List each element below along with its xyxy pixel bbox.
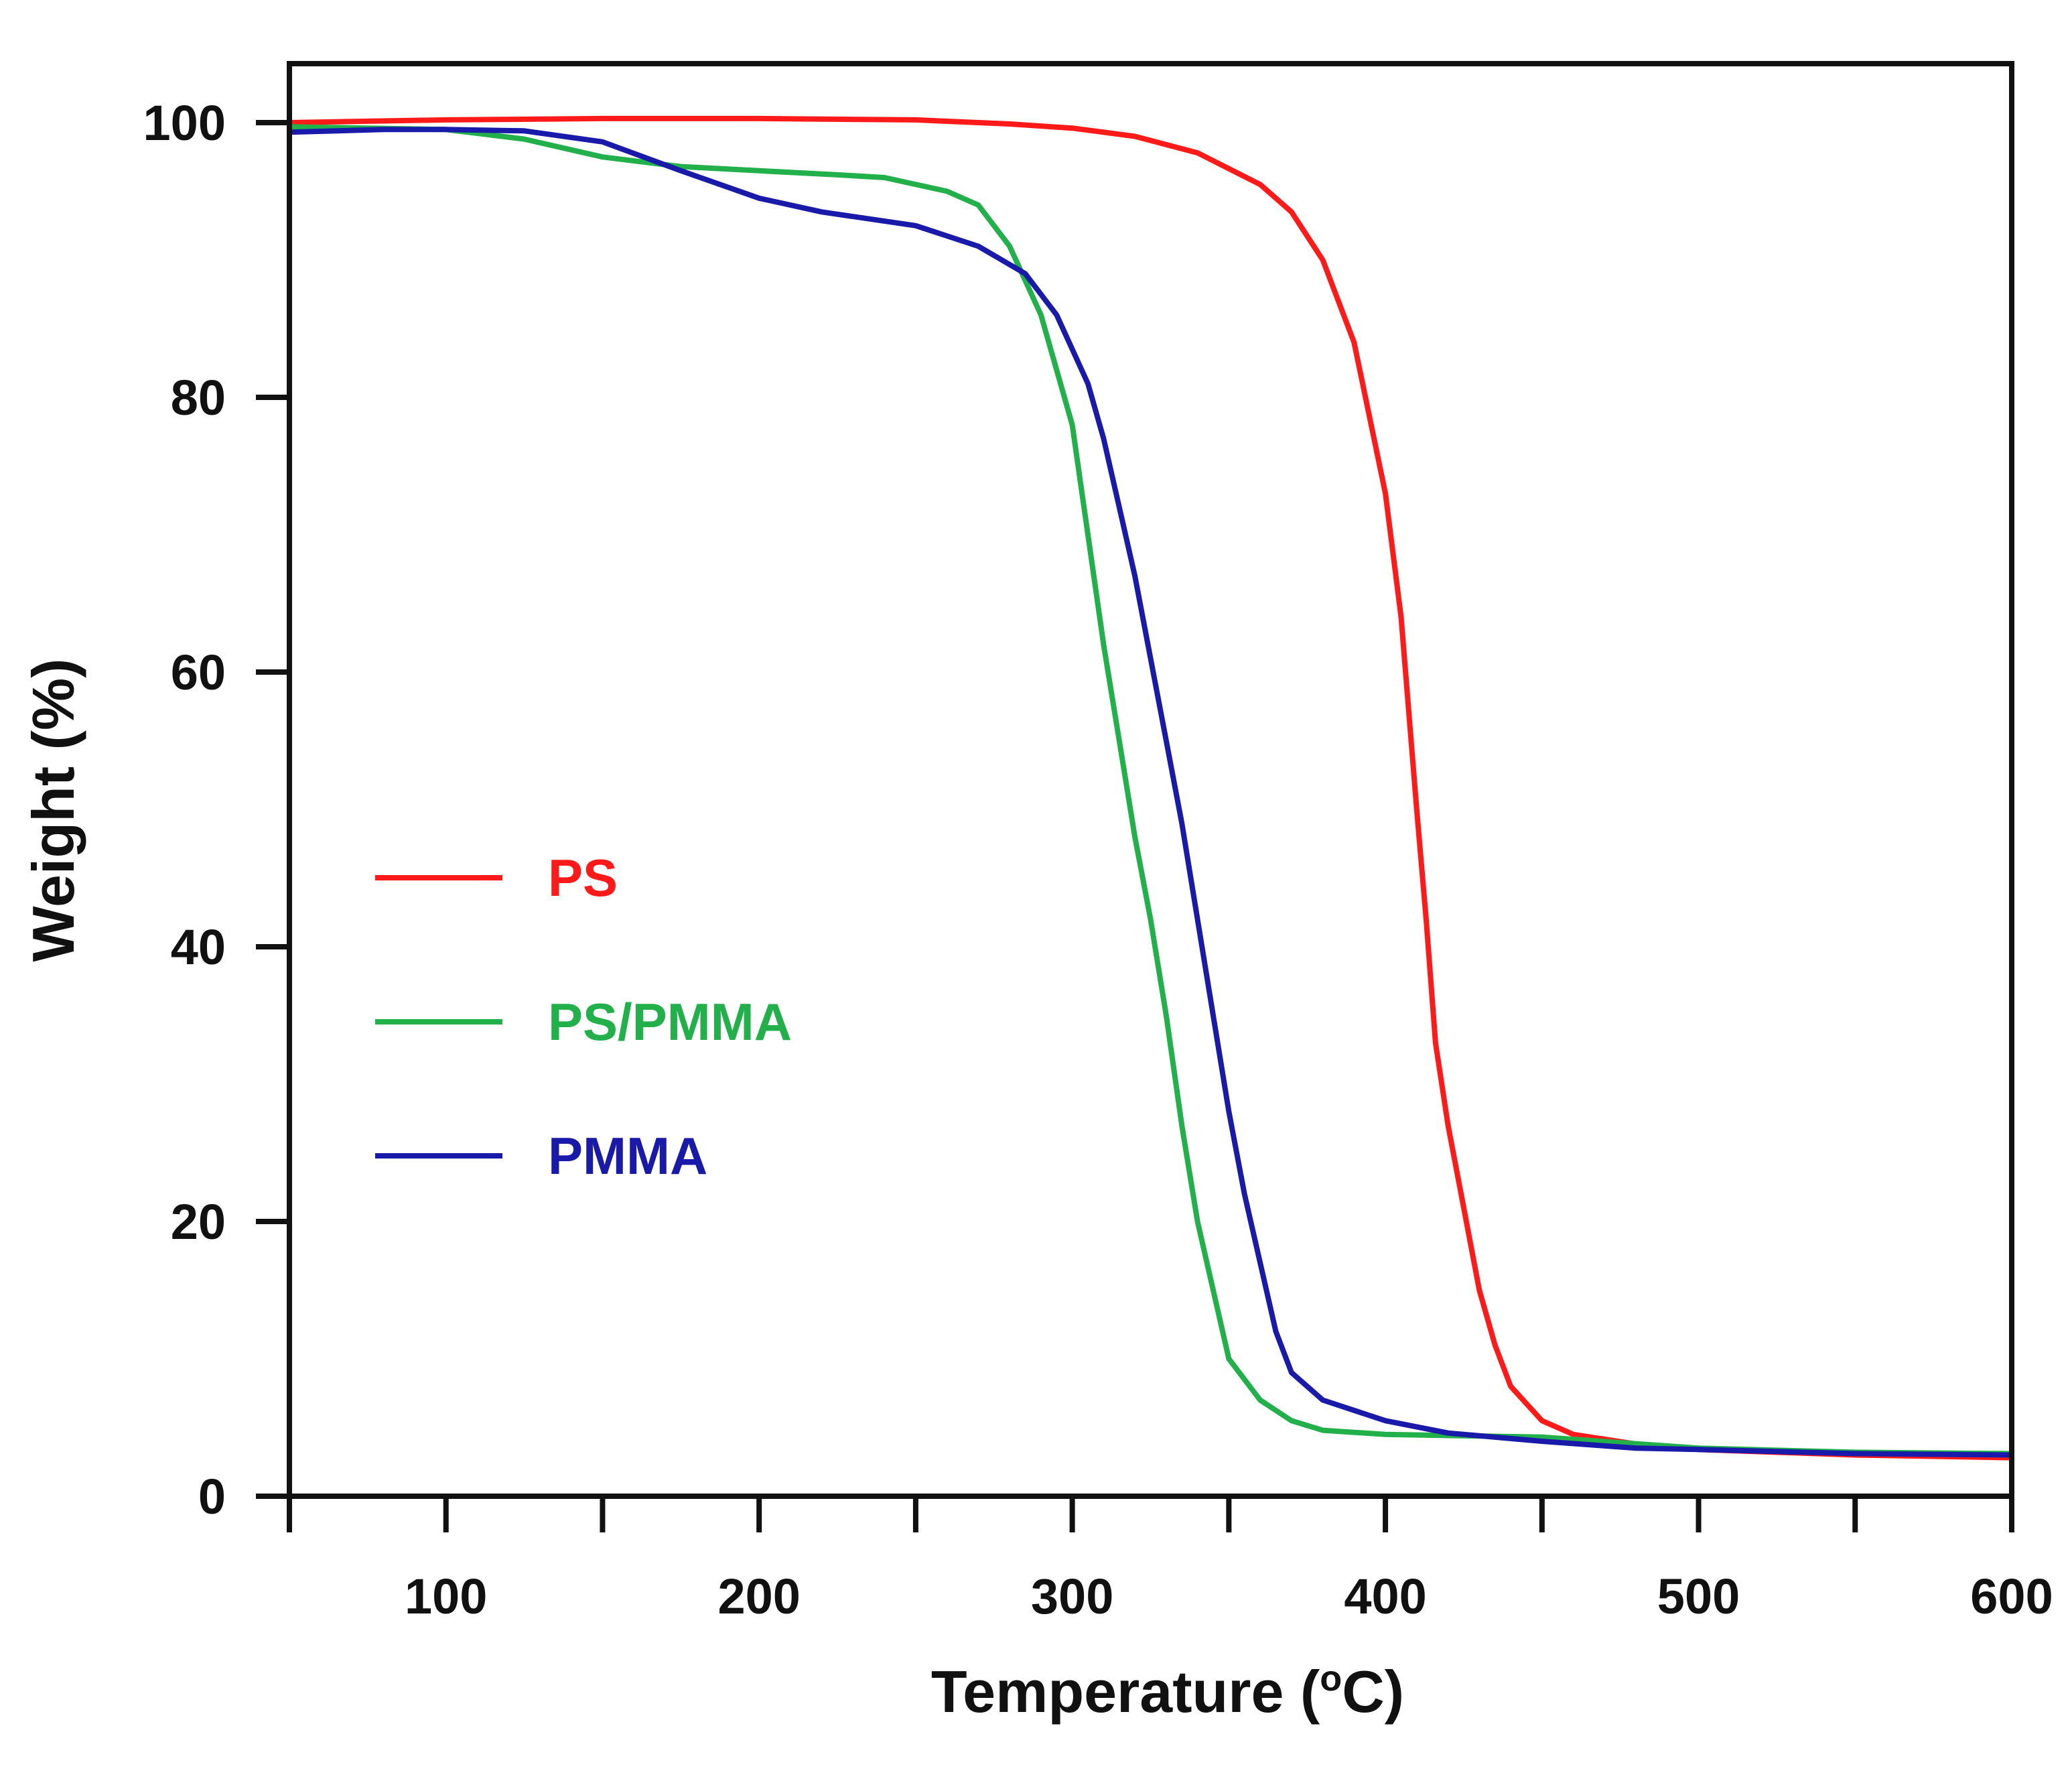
x-tick-label: 100 (405, 1569, 487, 1624)
y-tick-label: 0 (198, 1469, 226, 1524)
x-axis-title-text: Temperature ( (931, 1658, 1320, 1725)
y-axis-title: Weight (%) (20, 659, 86, 962)
legend: PS PS/PMMA PMMA (375, 848, 792, 1185)
series-line-pmma (287, 127, 2014, 1458)
y-tick-label: 40 (171, 919, 226, 975)
series-line-ps-pmma (287, 124, 2014, 1457)
x-axis-title: Temperature (oC) (931, 1658, 1404, 1725)
y-tick-label: 60 (171, 645, 226, 700)
legend-item-ps-pmma: PS/PMMA (375, 992, 792, 1051)
x-tick-label: 200 (717, 1569, 800, 1624)
plot-frame (287, 61, 2014, 1499)
legend-label: PMMA (548, 1126, 707, 1185)
legend-label: PS (548, 848, 618, 907)
y-tick-label: 80 (171, 370, 226, 425)
legend-label: PS/PMMA (548, 992, 792, 1051)
legend-item-pmma: PMMA (375, 1126, 707, 1185)
x-axis-title-tail: C) (1342, 1658, 1404, 1725)
x-axis-title-superscript: o (1320, 1658, 1342, 1699)
axes: 100 200 300 400 500 600 0 20 40 60 80 100 (143, 61, 2053, 1624)
x-tick-label: 400 (1344, 1569, 1426, 1624)
y-tick-label: 20 (171, 1194, 226, 1250)
plot-area (287, 115, 2014, 1461)
legend-item-ps: PS (375, 848, 618, 907)
x-tick-label: 600 (1970, 1569, 2053, 1624)
y-tick-label: 100 (143, 95, 226, 151)
x-tick-label: 300 (1031, 1569, 1113, 1624)
series-line-ps (287, 115, 2014, 1461)
x-tick-label: 500 (1657, 1569, 1740, 1624)
